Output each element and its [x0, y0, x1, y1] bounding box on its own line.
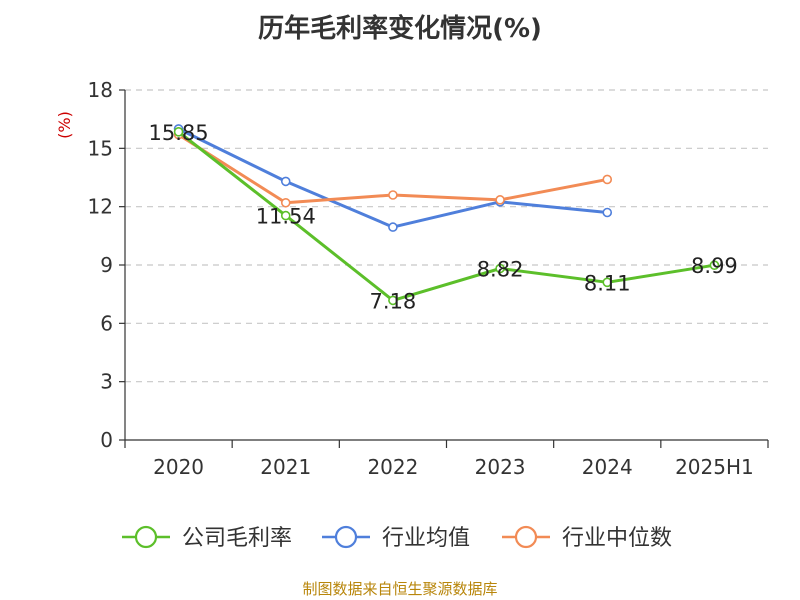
legend-swatch-marker — [134, 525, 158, 549]
chart-title: 历年毛利率变化情况(%) — [258, 14, 542, 44]
x-tick-label: 2021 — [260, 455, 311, 479]
y-tick-label: 18 — [88, 78, 113, 102]
y-tick-label: 3 — [100, 370, 113, 394]
data-point — [602, 207, 613, 218]
data-point — [173, 127, 184, 137]
data-labels: 15.85 11.54 7.18 8.82 8.11 8.99 — [149, 121, 738, 314]
x-tick-label: 2022 — [367, 455, 418, 479]
data-point — [280, 197, 291, 208]
y-tick-label: 6 — [100, 311, 113, 335]
legend-label: 行业均值 — [382, 526, 470, 551]
data-point — [602, 174, 613, 185]
data-point — [495, 195, 505, 205]
series-lines — [173, 124, 720, 306]
x-tick-label: 2024 — [582, 455, 633, 479]
data-point — [388, 190, 398, 200]
y-tick-label: 12 — [88, 195, 113, 219]
y-tick-label: 9 — [100, 253, 113, 277]
data-point — [280, 176, 291, 187]
x-tick-label: 2023 — [475, 455, 526, 479]
series-line — [177, 130, 715, 302]
legend: 公司毛利率 行业均值 行业中位数 — [122, 525, 672, 551]
data-label: 8.11 — [584, 271, 631, 295]
grid-lines — [125, 89, 768, 383]
data-point — [602, 277, 613, 288]
data-label: 7.18 — [370, 289, 417, 313]
legend-label: 行业中位数 — [562, 526, 672, 551]
y-axis-unit-label: (%) — [55, 111, 74, 139]
x-tick-label: 2020 — [153, 455, 204, 479]
legend-label: 公司毛利率 — [182, 526, 292, 551]
y-tick-label: 15 — [88, 136, 113, 160]
data-point — [388, 295, 398, 306]
y-tick-label: 0 — [100, 428, 113, 452]
legend-swatch-marker — [514, 525, 538, 549]
data-label: 15.85 — [149, 121, 209, 145]
data-point — [495, 263, 505, 274]
data-point — [280, 210, 291, 221]
series-line — [177, 127, 608, 229]
data-point — [388, 222, 398, 232]
legend-swatch-marker — [334, 525, 358, 549]
data-label: 8.82 — [477, 258, 524, 282]
data-label: 8.99 — [691, 254, 738, 278]
axes: 0 3 6 9 12 15 18 2020 2021 2022 2023 2024 2025H1 — [88, 78, 769, 479]
data-label: 11.54 — [256, 205, 316, 229]
data-point — [709, 260, 720, 270]
source-note: 制图数据来自恒生聚源数据库 — [302, 580, 498, 598]
x-tick-label: 2025H1 — [675, 455, 754, 479]
